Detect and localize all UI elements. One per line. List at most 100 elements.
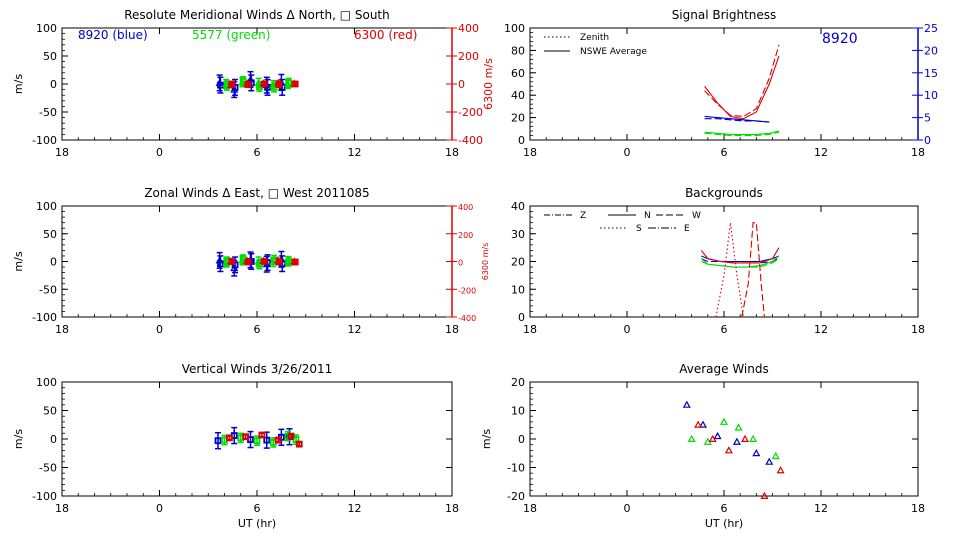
- data-point: [687, 434, 696, 442]
- chart-title: Signal Brightness: [672, 8, 777, 22]
- data-point: [214, 437, 222, 445]
- data-point: [285, 258, 293, 265]
- data-point: [740, 434, 750, 442]
- y-tick-label: 0: [518, 134, 525, 147]
- annotation-8920: 8920: [822, 31, 858, 47]
- x-tick-label: 18: [55, 146, 69, 159]
- series-line: [741, 222, 765, 318]
- y-tick-label: -10: [507, 462, 525, 475]
- legend-label: NSWE Average: [580, 47, 647, 57]
- x-tick-label: 18: [445, 146, 459, 159]
- series-line: [704, 130, 780, 135]
- data-point: [694, 420, 703, 428]
- data-point: [275, 81, 283, 88]
- data-point: [217, 260, 224, 268]
- series-red-square: [228, 258, 299, 266]
- data-point: [734, 423, 743, 431]
- annotation-blue: 8920 (blue): [78, 28, 148, 42]
- y-tick-label: 0: [518, 311, 525, 324]
- right-y-tick-label: -400: [458, 314, 476, 323]
- y-axis-label: m/s: [480, 429, 493, 449]
- annotation-green: 5577 (green): [192, 28, 270, 42]
- series-red-solid: [700, 247, 780, 264]
- series-line: [701, 258, 780, 268]
- chart-title: Backgrounds: [685, 186, 763, 200]
- x-tick-label: 0: [624, 323, 631, 336]
- y-tick-label: 0: [518, 433, 525, 446]
- annotation-red: 6300 (red): [354, 28, 417, 42]
- series-red-dotted: [715, 222, 744, 318]
- legend-label: Z: [580, 211, 586, 221]
- right-y-tick-label: 200: [458, 231, 473, 240]
- x-tick-label: 6: [721, 502, 728, 515]
- data-point: [260, 258, 268, 265]
- x-tick-label: 18: [523, 146, 537, 159]
- y-tick-label: -100: [32, 311, 57, 324]
- y-tick-label: 10: [511, 283, 525, 296]
- data-point: [776, 466, 785, 474]
- data-point: [225, 434, 233, 442]
- y-tick-label: 20: [511, 112, 525, 125]
- series-green-dashed: [701, 258, 780, 268]
- legend-label: N: [644, 211, 651, 221]
- data-point: [708, 434, 717, 442]
- y-tick-label: -50: [39, 283, 57, 296]
- series-green-triangle: [687, 417, 780, 460]
- y-tick-label: 40: [511, 200, 525, 213]
- data-point: [242, 433, 250, 441]
- y-axis-label: m/s: [12, 251, 25, 271]
- data-point: [698, 420, 708, 428]
- data-point: [217, 81, 224, 89]
- x-tick-label: 18: [445, 502, 459, 515]
- series-red-dashed: [704, 44, 780, 118]
- chart-title: Vertical Winds 3/26/2011: [182, 362, 333, 376]
- series-blue-triangle: [682, 400, 774, 465]
- data-point: [295, 440, 303, 448]
- y-tick-label: 100: [504, 22, 525, 35]
- x-tick-label: 12: [814, 323, 828, 336]
- data-point: [765, 457, 774, 465]
- y-axis-label: m/s: [12, 429, 25, 449]
- right-y-tick-label: 400: [458, 22, 479, 35]
- y-tick-label: 50: [43, 405, 57, 418]
- series-green-dashed: [704, 131, 780, 137]
- right-axis-label: 6300 m/s: [482, 58, 495, 110]
- x-tick-label: 18: [911, 146, 925, 159]
- legend-label: E: [684, 224, 690, 234]
- right-y-tick-label: -200: [458, 106, 483, 119]
- data-point: [291, 80, 299, 88]
- x-tick-label: 0: [624, 502, 631, 515]
- data-point: [263, 436, 271, 444]
- right-y-tick-label: 5: [924, 112, 931, 125]
- series-line: [700, 247, 780, 264]
- x-tick-label: 18: [55, 323, 69, 336]
- x-tick-label: 12: [348, 502, 362, 515]
- x-tick-label: 6: [254, 146, 261, 159]
- y-tick-label: 10: [511, 405, 525, 418]
- series-line: [704, 55, 780, 120]
- y-tick-label: -100: [32, 490, 57, 503]
- right-y-tick-label: 0: [458, 259, 463, 268]
- series-green-solid: [701, 255, 780, 268]
- right-y-tick-label: 200: [458, 50, 479, 63]
- plot-frame: [529, 381, 919, 497]
- legend: Zenith NSWE Average: [544, 33, 647, 57]
- right-y-tick-label: 20: [924, 44, 938, 57]
- data-point: [258, 431, 266, 439]
- data-point: [752, 449, 761, 457]
- y-tick-label: 0: [50, 78, 57, 91]
- series-line: [704, 44, 780, 118]
- x-tick-label: 18: [55, 502, 69, 515]
- x-tick-label: 6: [721, 146, 728, 159]
- legend-label: S: [636, 224, 642, 234]
- x-tick-label: 18: [523, 323, 537, 336]
- data-point: [291, 258, 299, 266]
- panel-merid: Resolute Meridional Winds Δ North, □ Sou…: [12, 8, 495, 159]
- x-tick-label: 18: [523, 502, 537, 515]
- series-line: [704, 131, 780, 137]
- y-tick-label: 60: [511, 67, 525, 80]
- x-axis-label: UT (hr): [705, 517, 743, 530]
- data-point: [771, 451, 780, 460]
- x-tick-label: 0: [624, 146, 631, 159]
